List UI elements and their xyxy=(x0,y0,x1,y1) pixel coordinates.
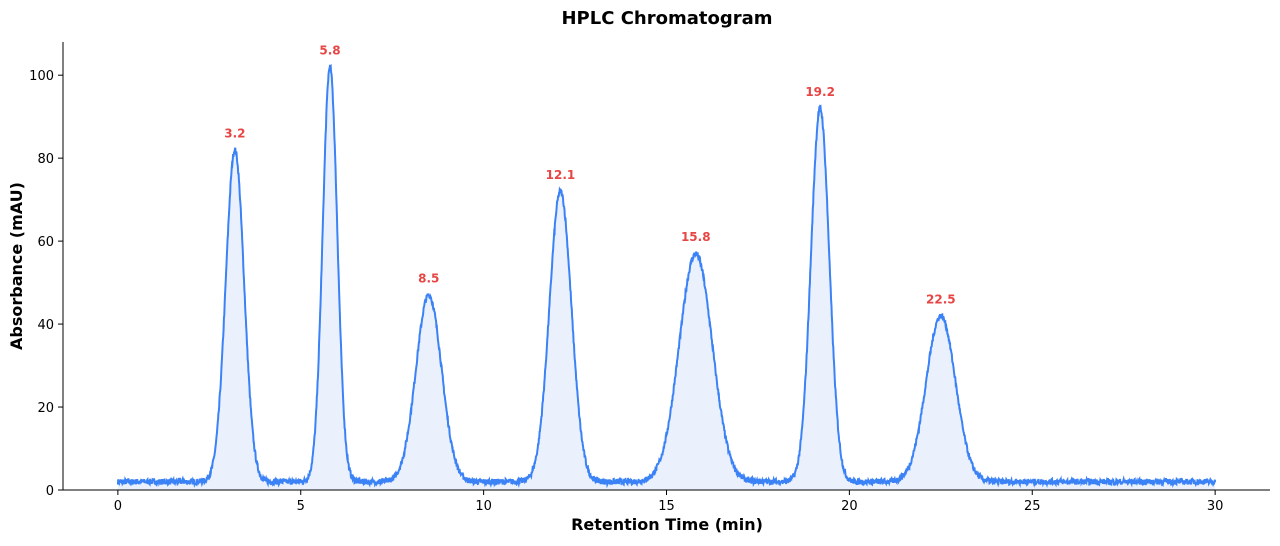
peak-label: 5.8 xyxy=(319,43,340,57)
signal-fill xyxy=(117,64,1216,491)
peak-label: 22.5 xyxy=(926,292,956,306)
chart-title: HPLC Chromatogram xyxy=(561,8,772,29)
y-axis-label: Absorbance (mAU) xyxy=(7,182,26,350)
x-tick-label: 30 xyxy=(1207,499,1224,514)
x-ticks: 0 5 10 15 20 25 30 xyxy=(114,490,1224,514)
x-tick-label: 5 xyxy=(297,499,305,514)
y-tick-label: 60 xyxy=(37,235,54,250)
x-tick-label: 10 xyxy=(475,499,492,514)
y-ticks: 0 20 40 60 80 100 xyxy=(29,69,63,499)
y-tick-label: 20 xyxy=(37,401,54,416)
peak-label: 8.5 xyxy=(418,272,439,286)
peak-label: 19.2 xyxy=(805,85,835,99)
plot-area xyxy=(116,63,1217,491)
x-tick-label: 20 xyxy=(841,499,858,514)
peak-label: 12.1 xyxy=(546,168,576,182)
x-tick-label: 15 xyxy=(658,499,675,514)
peak-label: 15.8 xyxy=(681,230,711,244)
y-tick-label: 80 xyxy=(37,152,54,167)
x-tick-label: 25 xyxy=(1024,499,1041,514)
y-tick-label: 40 xyxy=(37,318,54,333)
y-tick-label: 0 xyxy=(46,484,54,499)
peak-labels: 3.2 5.8 8.5 12.1 15.8 19.2 22.5 xyxy=(224,43,955,306)
x-tick-label: 0 xyxy=(114,499,122,514)
signal-line xyxy=(116,63,1217,489)
y-tick-label: 100 xyxy=(29,69,54,84)
peak-label: 3.2 xyxy=(224,126,245,140)
x-axis-label: Retention Time (min) xyxy=(571,515,763,534)
